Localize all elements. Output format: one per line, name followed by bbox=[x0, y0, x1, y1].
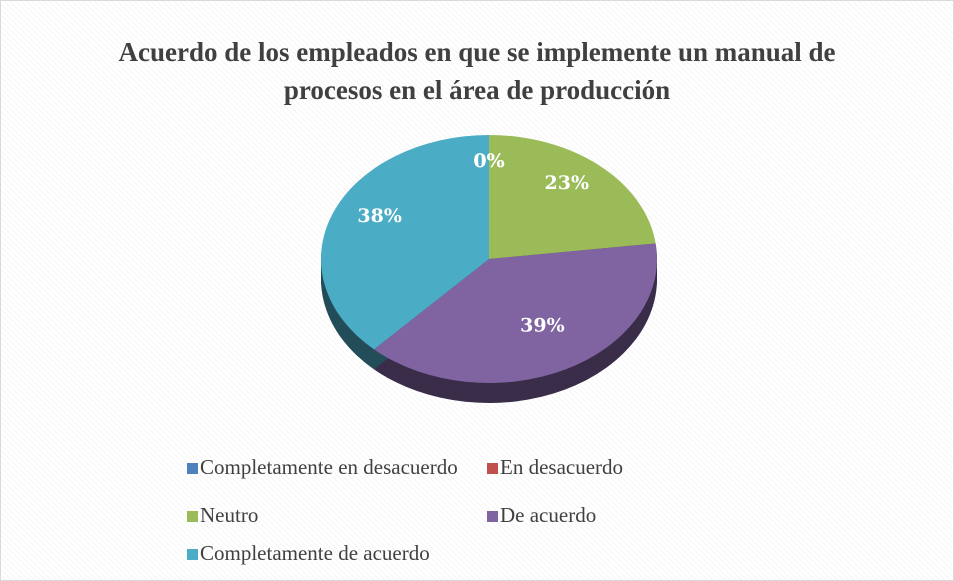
data-label: 0% bbox=[473, 150, 504, 172]
legend-swatch bbox=[187, 511, 198, 522]
data-label: 39% bbox=[520, 314, 565, 336]
legend-label: Completamente en desacuerdo bbox=[200, 455, 458, 479]
slice bbox=[489, 135, 656, 259]
legend-swatch bbox=[487, 511, 498, 522]
chart-title: Acuerdo de los empleados en que se imple… bbox=[118, 37, 836, 105]
slice bbox=[321, 135, 489, 350]
legend-label: Neutro bbox=[200, 503, 258, 527]
legend-label: En desacuerdo bbox=[500, 455, 623, 479]
data-label: 0% bbox=[473, 150, 504, 172]
slice bbox=[373, 243, 658, 383]
legend-swatch bbox=[487, 463, 498, 474]
data-label: 23% bbox=[545, 172, 590, 194]
legend-swatch bbox=[187, 463, 198, 474]
legend-label: Completamente de acuerdo bbox=[200, 541, 430, 565]
data-label: 38% bbox=[357, 205, 402, 227]
legend-label: De acuerdo bbox=[500, 503, 596, 527]
legend-swatch bbox=[187, 549, 198, 560]
